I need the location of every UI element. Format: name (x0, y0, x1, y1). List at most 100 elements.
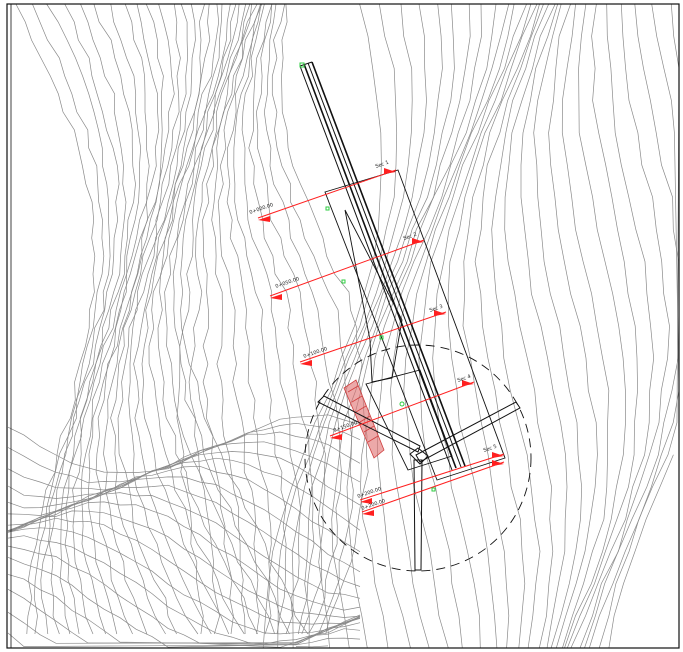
contour-line (304, 3, 427, 649)
section-arrow (384, 168, 396, 174)
section-arrow (330, 434, 342, 440)
contour-line (474, 3, 544, 649)
section-line (269, 239, 425, 297)
rotor-swept-area (304, 344, 532, 572)
contour-line (256, 3, 326, 635)
contour-line (117, 3, 188, 635)
contour-line (15, 3, 96, 635)
contour-line (447, 3, 538, 649)
contour-line (95, 3, 164, 635)
section-arrow (258, 216, 270, 222)
contour-line (295, 645, 329, 648)
contour-line (579, 3, 670, 649)
contour-line (141, 3, 230, 635)
contour-line (233, 3, 287, 635)
contour-line (7, 517, 361, 625)
section-station-label: Sec 3 (429, 304, 444, 314)
slope-hatch (343, 379, 385, 459)
contour-line (248, 3, 315, 635)
section-station-label: Sec 5 (483, 444, 498, 454)
contour-line (281, 3, 369, 635)
contour-line (7, 457, 361, 531)
contour-line (7, 451, 361, 509)
contour-line (7, 632, 361, 647)
contour-line (291, 3, 413, 649)
contour-line (277, 3, 398, 649)
section-arrow (492, 452, 504, 458)
turbine-blades (317, 395, 521, 571)
contour-line (462, 3, 540, 649)
contour-line (148, 3, 245, 635)
section-line (329, 381, 475, 437)
contour-line (128, 3, 199, 635)
contour-line (7, 414, 361, 473)
contour-line (7, 431, 361, 491)
contour-line (7, 492, 361, 599)
contour-line (48, 3, 120, 635)
contour-line (64, 3, 136, 635)
contour-lines (7, 3, 680, 649)
contour-line (548, 3, 598, 649)
section-arrow (300, 360, 312, 366)
contour-line (172, 3, 290, 635)
contour-line (570, 3, 655, 649)
contour-line (608, 454, 674, 649)
contour-line (88, 3, 160, 635)
contour-line (7, 535, 361, 645)
section-arrow (434, 310, 446, 316)
contour-line (533, 3, 583, 649)
contour-line (360, 3, 482, 649)
contour-line (377, 3, 497, 649)
contour-line (271, 3, 354, 635)
contour-line (103, 3, 175, 635)
section-arrow (362, 510, 374, 516)
contour-line (598, 3, 680, 649)
contour-line (226, 3, 272, 635)
contour-line (588, 3, 680, 649)
contour-line (241, 3, 301, 635)
contour-line (7, 501, 361, 611)
contour-line (211, 3, 258, 635)
contour-line (432, 3, 532, 649)
contour-line (32, 3, 105, 635)
contour-line (491, 3, 550, 649)
contour-line (331, 3, 455, 649)
section-arrow (360, 498, 372, 504)
contour-line (188, 3, 251, 635)
section-line (299, 311, 447, 363)
section-arrow (412, 238, 424, 244)
contour-line (262, 3, 382, 649)
contour-line (217, 3, 261, 635)
contour-line (390, 3, 510, 649)
section-station-label: Sec 1 (375, 160, 390, 170)
contour-line (72, 3, 142, 635)
section-line (359, 453, 505, 501)
contour-line (317, 3, 443, 649)
section-line (257, 169, 397, 219)
contour-line (566, 3, 638, 649)
contour-line (7, 527, 361, 635)
contour-line (7, 545, 361, 648)
contour-line (7, 612, 361, 644)
contour-line (7, 441, 361, 499)
contour-line (176, 3, 247, 635)
contour-line (561, 3, 610, 649)
contour-line (263, 3, 342, 635)
contour-line (418, 3, 527, 649)
contour-line (110, 3, 181, 635)
access-road (299, 61, 466, 471)
drawing-frame (6, 3, 680, 649)
contour-line (504, 3, 556, 649)
contour-line (346, 3, 471, 649)
section-line (361, 461, 505, 513)
contour-line (40, 3, 111, 635)
contour-line (7, 556, 361, 648)
contour-line (564, 3, 626, 649)
contour-line (59, 3, 127, 635)
contour-line (7, 476, 361, 573)
contour-line (520, 3, 568, 649)
section-station-label: Sec 2 (403, 232, 418, 242)
section-arrow (462, 380, 474, 386)
section-station-label: Sec 4 (457, 374, 472, 384)
